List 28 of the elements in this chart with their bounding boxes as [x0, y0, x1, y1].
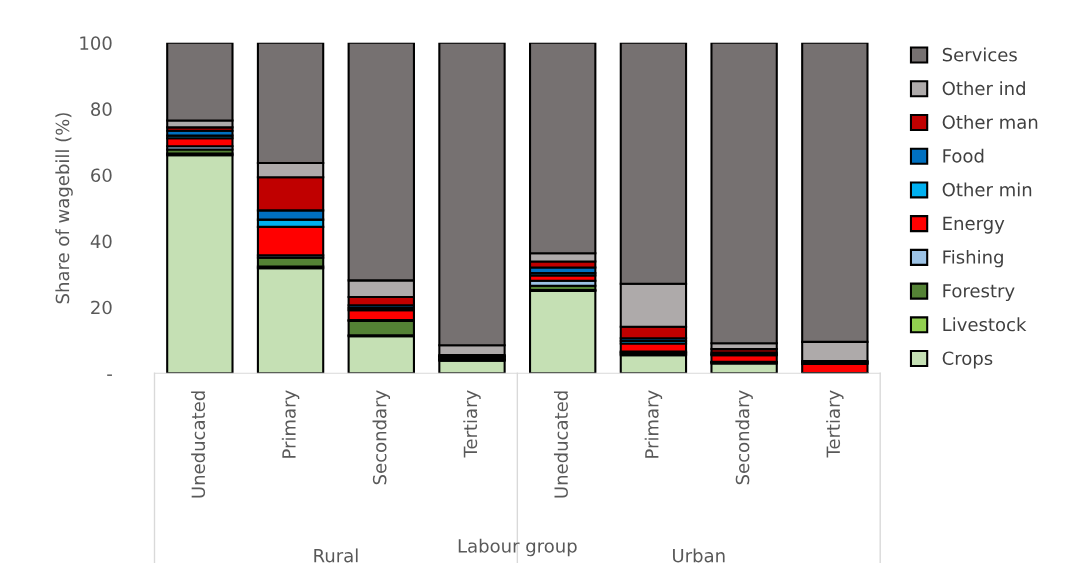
x-tick-label: Primary [644, 390, 663, 458]
x-axis-title: Labour group [458, 538, 577, 557]
y-axis-title: Share of wagebill (%) [55, 113, 73, 304]
text: Urban [673, 548, 725, 563]
y-tick-label: 40 [90, 234, 112, 249]
x-tick-label: Primary [281, 390, 300, 458]
y-tick-label: 20 [91, 300, 112, 315]
x-tick-label: Secondary [372, 390, 391, 485]
y-tick-label: 60 [91, 168, 112, 183]
legend-label: Services [942, 47, 1017, 62]
x-tick-label: Tertiary [826, 390, 844, 458]
legend-label: Food [943, 148, 984, 163]
x-tick-label: Uneducated [553, 391, 568, 498]
legend-label: Energy [943, 216, 1005, 234]
legend-label: Forestry [943, 284, 1015, 302]
y-tick-label: 80 [91, 102, 112, 116]
y-tick-label: 100 [80, 36, 112, 50]
legend-label: Livestock [943, 317, 1027, 332]
legend-label: Other man [942, 114, 1038, 129]
x-tick-label: Secondary [735, 390, 753, 485]
legend-label: Other ind [942, 81, 1025, 96]
legend-label: Other min [942, 182, 1032, 197]
legend-label: Fishing [943, 249, 1003, 268]
x-tick-label: Tertiary [463, 390, 481, 458]
text: Rural [314, 548, 358, 563]
y-tick-label: - [107, 374, 112, 376]
x-tick-label: Uneducated [191, 391, 206, 498]
legend-label: Crops [942, 351, 993, 369]
